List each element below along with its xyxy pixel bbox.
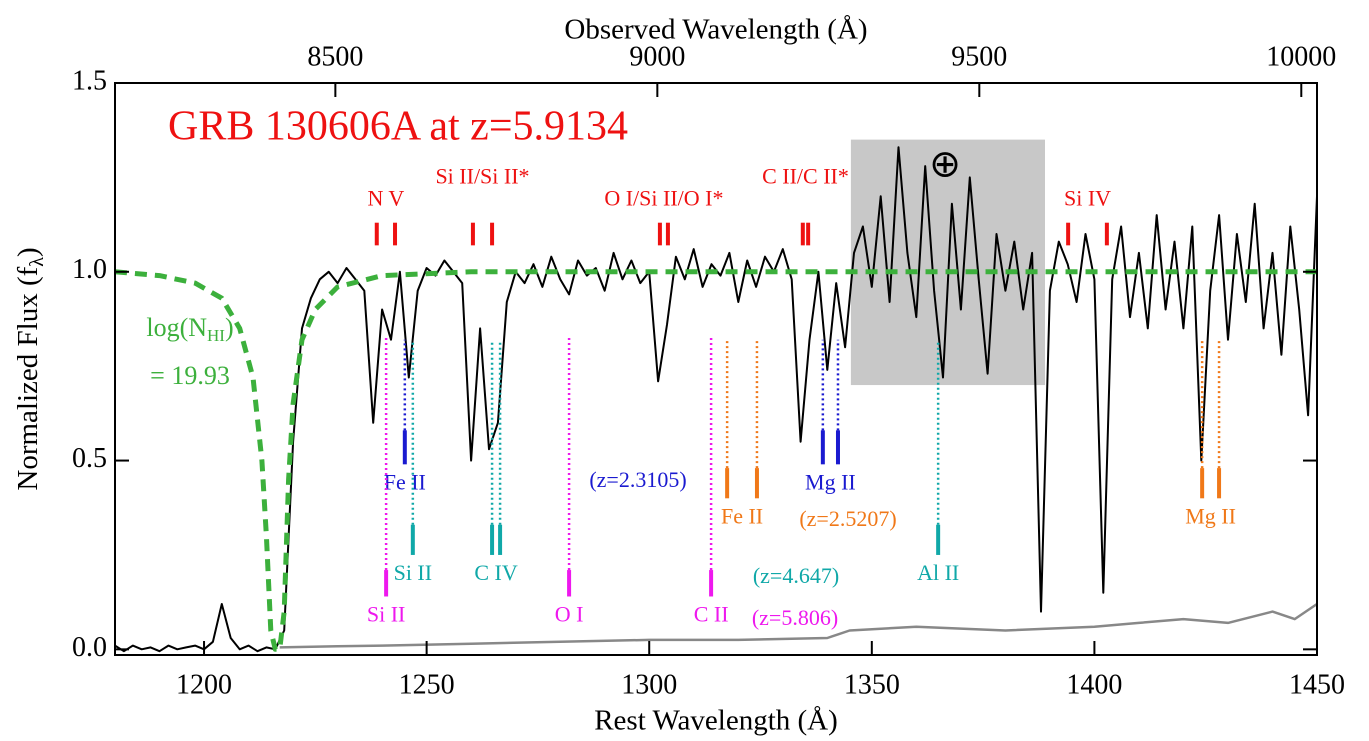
plot-frame (114, 82, 1318, 656)
spectrum-line (279, 602, 1318, 649)
nhi-value: = 19.93 (150, 361, 230, 390)
line-label: Fe II (384, 469, 426, 494)
redshift-label: (z=5.806) (752, 605, 838, 630)
y-tick-label: 1.5 (72, 65, 107, 96)
nhi-sub: HI (207, 326, 225, 345)
redshift-label: (z=2.3105) (589, 467, 686, 492)
nhi-label: log(NHI) (146, 313, 233, 345)
line-label: N V (367, 186, 404, 211)
line-label: C II/C II* (762, 164, 849, 189)
x-axis-label: Rest Wavelength (Å) (594, 705, 838, 737)
x2-tick-label: 9000 (629, 41, 685, 72)
x-tick-label: 1450 (1289, 669, 1345, 700)
spectrum-line (114, 269, 1317, 652)
y-axis-label: Normalized Flux (fλ) (12, 247, 48, 490)
x2-tick-label: 9500 (951, 41, 1007, 72)
line-label: Mg II (1185, 503, 1236, 528)
chart-title: GRB 130606A at z=5.9134 (168, 104, 628, 150)
x-tick-label: 1400 (1066, 669, 1122, 700)
line-label: Fe II (721, 503, 763, 528)
x2-tick-label: 10000 (1266, 41, 1336, 72)
line-label: O I (555, 602, 584, 627)
x-tick-label: 1300 (621, 669, 677, 700)
x-tick-label: 1200 (176, 669, 232, 700)
y-label-tail: ) (12, 247, 44, 257)
line-label: O I/Si II/O I* (604, 186, 723, 211)
x-tick-label: 1250 (399, 669, 455, 700)
line-label: C IV (474, 560, 518, 585)
redshift-label: (z=2.5207) (799, 506, 896, 531)
y-label-text: Normalized Flux (f (12, 266, 44, 490)
y-tick-label: 0.0 (72, 632, 107, 663)
line-label: C II (694, 602, 729, 627)
line-label: Si II (367, 602, 406, 627)
y-label-sub: λ (26, 257, 48, 267)
y-tick-label: 0.5 (72, 443, 107, 474)
nhi-text: log(N (146, 313, 207, 342)
line-label: Mg II (805, 469, 856, 494)
nhi-tail: ) (225, 313, 234, 342)
line-label: Al II (917, 560, 959, 585)
redshift-label: (z=4.647) (753, 563, 839, 588)
line-label: Si II (394, 560, 433, 585)
earth-symbol: ⊕ (929, 144, 961, 186)
y-tick-label: 1.0 (72, 254, 107, 285)
x2-axis-label: Observed Wavelength (Å) (564, 14, 867, 46)
x-tick-label: 1350 (844, 669, 900, 700)
line-label: Si IV (1064, 186, 1111, 211)
line-label: Si II/Si II* (435, 164, 529, 189)
x2-tick-label: 8500 (307, 41, 363, 72)
